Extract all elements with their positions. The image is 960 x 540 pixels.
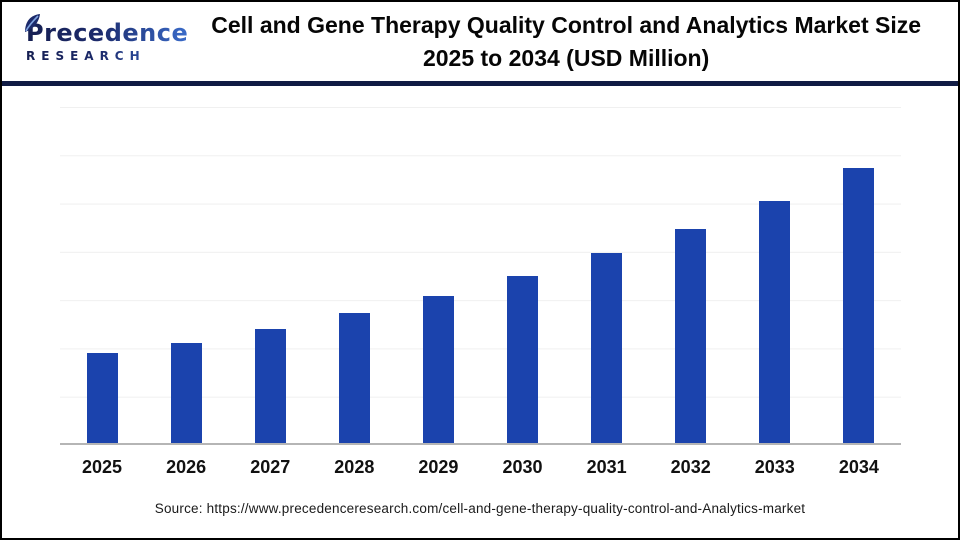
bar-slot <box>817 107 901 443</box>
bar-slot <box>228 107 312 443</box>
bar-slot <box>144 107 228 443</box>
bar-2030 <box>507 275 539 443</box>
bar-2033 <box>759 200 791 443</box>
chart-title-line-1: Cell and Gene Therapy Quality Control an… <box>211 12 922 39</box>
bar-2025 <box>86 353 118 443</box>
bar-2028 <box>338 313 370 443</box>
chart-region <box>2 86 958 445</box>
plot-area <box>60 107 901 445</box>
logo-wordmark-text: Precedence <box>26 19 189 48</box>
header: Precedence RESEARCH Cell and Gene Therap… <box>2 2 958 81</box>
x-axis-label-2033: 2033 <box>754 457 795 477</box>
x-axis-labels: 2025 2026 2027 2028 2029 2030 2031 2032 2033 2034 <box>2 445 958 478</box>
x-axis-label-2027: 2027 <box>250 457 291 477</box>
leaf-icon <box>25 14 40 33</box>
x-axis-label-2026: 2026 <box>166 457 207 477</box>
x-axis-label-2029: 2029 <box>418 457 459 477</box>
bar-slot <box>60 107 144 443</box>
x-axis-label-2030: 2030 <box>502 457 543 477</box>
logo: Precedence RESEARCH <box>2 14 189 63</box>
header-divider <box>2 81 958 86</box>
x-axis-label-2031: 2031 <box>586 457 627 477</box>
logo-wordmark: Precedence <box>25 14 189 48</box>
x-axis-label-2034: 2034 <box>838 457 879 477</box>
x-axis-label-2032: 2032 <box>670 457 711 477</box>
source-text: Source: https://www.precedenceresearch.c… <box>154 500 806 516</box>
bar-slot <box>396 107 480 443</box>
x-axis-label-2025: 2025 <box>82 457 123 477</box>
bar-2029 <box>422 296 454 443</box>
bar-slot <box>733 107 817 443</box>
bar-2034 <box>843 168 875 443</box>
bars-container <box>60 107 901 443</box>
x-axis-label-2028: 2028 <box>334 457 375 477</box>
footer: Source: https://www.precedenceresearch.c… <box>2 478 958 538</box>
bar-slot <box>480 107 564 443</box>
bar-slot <box>312 107 396 443</box>
bar-2026 <box>170 342 202 443</box>
bar-2032 <box>675 229 707 443</box>
chart-title-line-2: 2025 to 2034 (USD Million) <box>422 44 710 71</box>
bar-slot <box>649 107 733 443</box>
bar-slot <box>565 107 649 443</box>
bar-2031 <box>591 253 623 443</box>
chart-title: Cell and Gene Therapy Quality Control an… <box>188 9 958 73</box>
logo-subtitle: RESEARCH <box>26 49 188 63</box>
bar-2027 <box>254 328 286 443</box>
